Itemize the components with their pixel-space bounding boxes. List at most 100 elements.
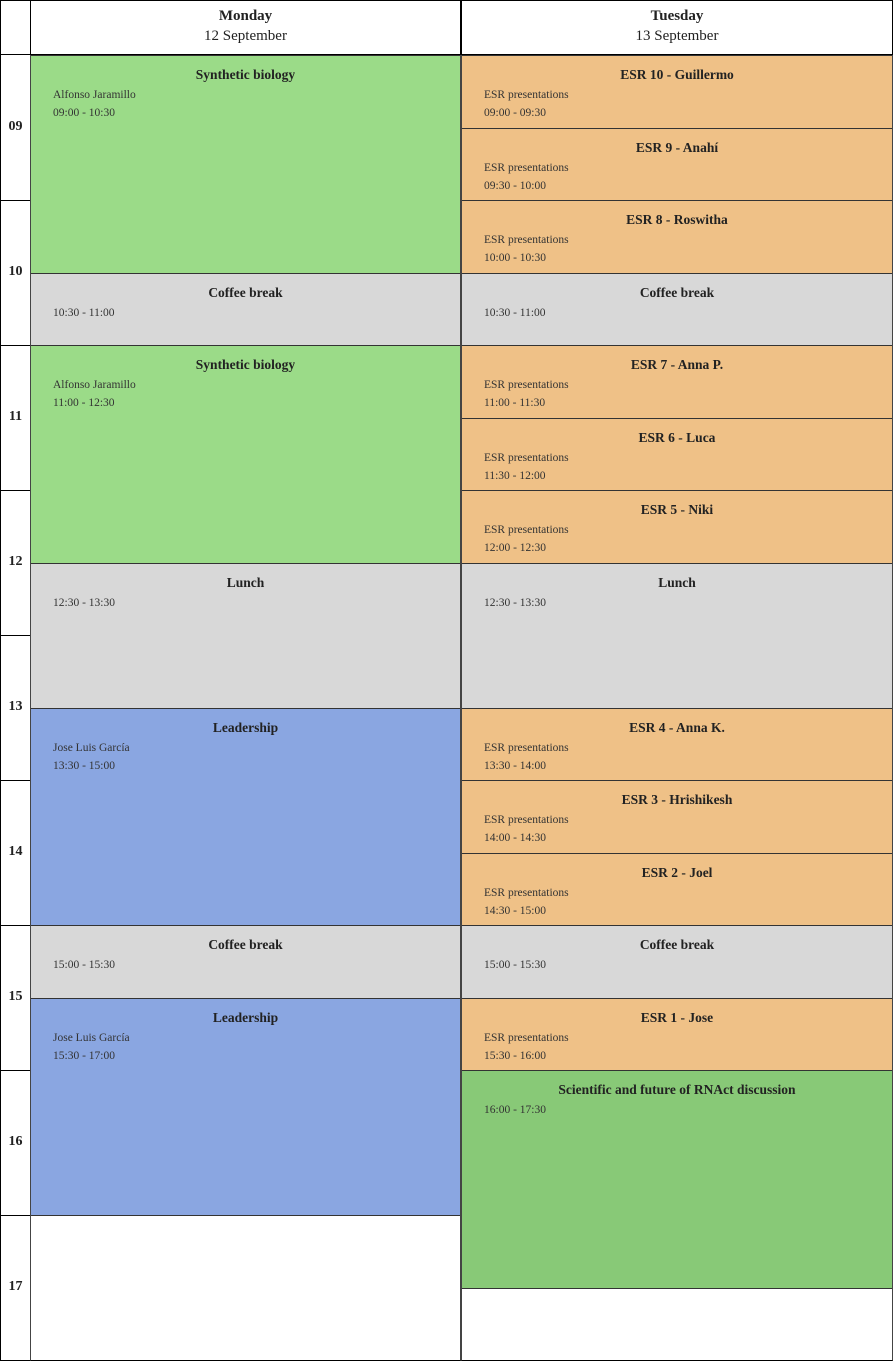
event-block[interactable]: ESR 3 - Hrishikesh ESR presentations 14:00…: [462, 780, 892, 854]
event-block[interactable]: Coffee break 10:30 - 11:00: [462, 272, 892, 346]
event-title: Coffee break: [639, 284, 715, 300]
event-title: ESR 3 - Hrishikesh: [621, 792, 733, 807]
event-title: Coffee break: [639, 937, 715, 952]
event-title: Coffee break: [208, 937, 283, 952]
hour-divider: [0, 1215, 31, 1216]
event-block[interactable]: Lunch 12:30 - 13:30: [462, 562, 892, 709]
event-title: ESR 2 - Joel: [641, 864, 713, 880]
event-block[interactable]: ESR 1 - Jose ESR presentations 15:30 - 16:…: [462, 997, 892, 1071]
event-block[interactable]: ESR 8 - Roswitha ESR presentations 10:00 -…: [462, 200, 892, 274]
hour-label: 15: [8, 988, 23, 1004]
hour-divider: [0, 345, 31, 346]
event-title: Synthetic biology: [195, 357, 296, 372]
event-subtitle: ESR presentations: [484, 741, 569, 754]
event-subtitle: Alfonso Jaramillo: [53, 89, 136, 101]
day-name: Tuesday: [650, 8, 704, 24]
hour-divider: [0, 925, 31, 926]
event-time: 09:00 - 09:30: [484, 107, 546, 119]
event-block[interactable]: Leadership Jose Luis García 13:30 - 15:00: [31, 707, 460, 926]
event-block[interactable]: ESR 9 - Anahí ESR presentations 09:30 - 10…: [462, 127, 892, 201]
event-block[interactable]: Lunch 12:30 - 13:30: [31, 562, 460, 709]
event-subtitle: ESR presentations: [484, 234, 569, 246]
hour-label: 09: [8, 118, 23, 134]
hour-divider: [0, 780, 31, 781]
hour-label: 14: [8, 843, 23, 859]
event-time: 15:30 - 17:00: [53, 1049, 115, 1062]
hour-label: 10: [8, 263, 23, 279]
event-title: ESR 8 - Roswitha: [626, 212, 728, 227]
event-title: ESR 6 - Luca: [638, 429, 716, 445]
event-block[interactable]: Synthetic biology Alfonso Jaramillo 09:00 …: [31, 55, 460, 274]
event-time: 09:00 - 10:30: [53, 107, 115, 119]
event-subtitle: ESR presentations: [484, 886, 569, 899]
event-subtitle: ESR presentations: [484, 161, 569, 174]
event-block[interactable]: Coffee break 10:30 - 11:00: [31, 272, 460, 346]
event-title: Coffee break: [208, 284, 283, 300]
event-block[interactable]: ESR 2 - Joel ESR presentations 14:30 - 15:…: [462, 852, 892, 926]
hour-label: 17: [8, 1278, 23, 1294]
event-block[interactable]: ESR 10 - Guillermo ESR presentations 09:00…: [462, 55, 892, 129]
day-header-tuesday: Tuesday 13 September: [461, 0, 893, 55]
event-time: 11:30 - 12:00: [484, 469, 546, 482]
event-subtitle: Jose Luis García: [53, 1031, 130, 1044]
hour-label: 12: [8, 553, 23, 569]
day-date: 12 September: [204, 28, 287, 44]
hour-divider: [0, 635, 31, 636]
hour-divider: [0, 200, 31, 201]
hour-divider: [0, 490, 31, 491]
event-block[interactable]: ESR 7 - Anna P. ESR presentations 11:00 - …: [462, 345, 892, 419]
event-subtitle: ESR presentations: [484, 524, 569, 536]
event-time: 11:00 - 11:30: [484, 397, 546, 409]
event-time: 10:30 - 11:00: [53, 306, 115, 319]
hour-label: 13: [8, 698, 23, 714]
event-block[interactable]: ESR 4 - Anna K. ESR presentations 13:30 - …: [462, 707, 892, 781]
event-title: ESR 1 - Jose: [640, 1009, 714, 1025]
event-time: 15:00 - 15:30: [484, 959, 546, 971]
event-subtitle: Alfonso Jaramillo: [53, 379, 136, 391]
event-time: 10:30 - 11:00: [484, 306, 546, 319]
event-time: 14:00 - 14:30: [484, 832, 546, 844]
event-title: ESR 10 - Guillermo: [620, 67, 734, 82]
event-title: Lunch: [226, 574, 265, 590]
hour-divider: [0, 1070, 31, 1071]
event-time: 13:30 - 14:00: [484, 759, 546, 772]
header-corner: [0, 0, 31, 55]
event-subtitle: ESR presentations: [484, 379, 569, 391]
event-block[interactable]: Leadership Jose Luis García 15:30 - 17:00: [31, 997, 460, 1216]
event-title: Leadership: [212, 719, 279, 735]
event-block[interactable]: Scientific and future of RNAct discussio…: [462, 1070, 892, 1289]
event-time: 10:00 - 10:30: [484, 252, 546, 264]
event-subtitle: ESR presentations: [484, 89, 569, 101]
hour-label: 11: [8, 408, 23, 424]
event-subtitle: ESR presentations: [484, 451, 569, 464]
event-block[interactable]: Coffee break 15:00 - 15:30: [462, 925, 892, 999]
event-block[interactable]: Synthetic biology Alfonso Jaramillo 11:00 …: [31, 345, 460, 564]
event-title: Leadership: [212, 1009, 279, 1025]
event-time: 15:00 - 15:30: [53, 959, 115, 971]
event-time: 12:30 - 13:30: [53, 596, 115, 609]
event-block[interactable]: ESR 6 - Luca ESR presentations 11:30 - 12:…: [462, 417, 892, 491]
event-title: ESR 7 - Anna P.: [630, 357, 724, 372]
hour-label: 16: [8, 1133, 23, 1149]
event-time: 16:00 - 17:30: [484, 1104, 546, 1116]
event-time: 12:30 - 13:30: [484, 596, 546, 609]
event-time: 09:30 - 10:00: [484, 179, 546, 192]
event-subtitle: Jose Luis García: [53, 741, 130, 754]
event-title: ESR 4 - Anna K.: [629, 719, 725, 735]
event-title: Scientific and future of RNAct discussio…: [558, 1082, 796, 1097]
event-time: 15:30 - 16:00: [484, 1049, 546, 1062]
event-time: 12:00 - 12:30: [484, 542, 546, 554]
day-name: Monday: [218, 8, 273, 24]
day-date: 13 September: [635, 28, 719, 44]
event-block[interactable]: Coffee break 15:00 - 15:30: [31, 925, 460, 999]
event-time: 13:30 - 15:00: [53, 759, 115, 772]
event-time: 14:30 - 15:00: [484, 904, 546, 917]
event-title: ESR 9 - Anahí: [635, 139, 719, 155]
event-subtitle: ESR presentations: [484, 1031, 569, 1044]
event-title: Synthetic biology: [195, 67, 296, 82]
event-title: ESR 5 - Niki: [640, 502, 714, 517]
event-title: Lunch: [658, 574, 696, 590]
event-block[interactable]: ESR 5 - Niki ESR presentations 12:00 - 12:…: [462, 490, 892, 564]
event-time: 11:00 - 12:30: [53, 397, 115, 409]
